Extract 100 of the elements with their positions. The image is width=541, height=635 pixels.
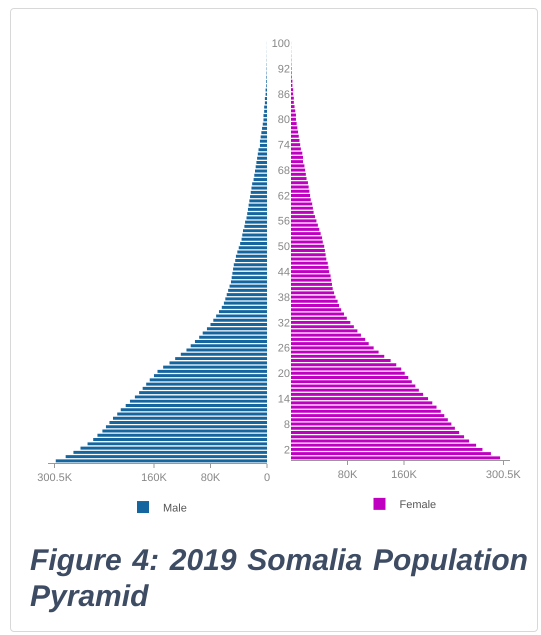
bar — [264, 106, 267, 109]
bar — [263, 114, 267, 118]
bar — [291, 278, 332, 282]
bar — [291, 118, 296, 121]
bar — [291, 143, 300, 146]
bar — [291, 320, 350, 324]
bar — [248, 208, 267, 211]
y-tick-label: 62 — [278, 190, 290, 202]
y-tick-label: 56 — [278, 216, 290, 228]
bar — [56, 459, 267, 462]
text: Figure 4: 2019 Somalia Population Pyramid — [30, 543, 528, 615]
bar — [120, 408, 267, 412]
bar — [291, 96, 294, 100]
bar — [291, 257, 326, 260]
bar — [242, 229, 267, 232]
y-tick-label: 100 — [272, 38, 290, 50]
bar — [291, 215, 316, 218]
bar — [213, 318, 267, 322]
bar — [291, 122, 297, 126]
bar — [264, 110, 267, 113]
bar — [291, 236, 322, 240]
bar — [291, 338, 366, 341]
bar — [225, 297, 267, 300]
bar — [291, 312, 344, 316]
x-tick-label: 300.5K — [37, 472, 73, 484]
bar — [291, 296, 336, 299]
x-tick-label: 80K — [200, 472, 221, 484]
bar — [232, 276, 267, 280]
y-tick-label: 38 — [278, 292, 290, 304]
bar — [260, 144, 267, 147]
bar — [130, 400, 267, 403]
bar — [194, 340, 267, 344]
bar — [258, 148, 267, 152]
bar — [222, 306, 267, 309]
bar — [291, 401, 432, 404]
bar — [291, 266, 328, 269]
bar — [262, 122, 267, 126]
bar — [291, 249, 325, 252]
bar — [291, 219, 316, 222]
bar — [291, 105, 295, 108]
bar — [291, 109, 296, 112]
bar — [150, 378, 267, 382]
bar — [291, 368, 402, 370]
bar — [142, 386, 267, 390]
bar — [252, 182, 267, 186]
bar — [291, 160, 304, 164]
bar — [250, 195, 267, 198]
x-tick-label: 0 — [264, 472, 270, 484]
y-tick-label: 32 — [278, 317, 290, 330]
bar — [232, 272, 267, 275]
bar — [236, 254, 267, 258]
bar — [106, 425, 267, 428]
bar — [244, 224, 267, 228]
bar — [291, 380, 412, 384]
bar — [291, 206, 313, 210]
bar — [117, 412, 267, 416]
bar — [139, 391, 267, 394]
bar — [291, 287, 333, 290]
bar — [158, 370, 267, 373]
bar — [291, 181, 308, 184]
bar — [291, 228, 320, 231]
bar — [291, 177, 307, 180]
y-tick-label: 26 — [278, 342, 290, 355]
bar — [291, 198, 311, 202]
bar — [258, 152, 267, 156]
bar — [291, 304, 340, 307]
bar — [260, 140, 267, 143]
bar — [291, 232, 321, 236]
bar — [246, 216, 267, 220]
bar — [291, 210, 314, 214]
bar — [291, 186, 309, 188]
bar — [218, 310, 267, 314]
bar — [291, 300, 338, 303]
bar — [247, 212, 267, 216]
bar — [262, 126, 267, 130]
bar — [291, 422, 452, 426]
bar — [291, 168, 306, 172]
bar — [291, 418, 448, 422]
bar — [291, 100, 294, 104]
legend-label: Male — [163, 502, 187, 514]
bar — [257, 156, 267, 160]
bar — [291, 156, 304, 159]
bar — [291, 262, 328, 265]
bar — [291, 270, 330, 274]
bar — [190, 344, 267, 348]
bar — [291, 224, 318, 227]
y-tick-label: 68 — [278, 164, 290, 177]
bar — [291, 291, 334, 294]
bar — [260, 135, 267, 138]
bar — [250, 190, 267, 194]
bar — [263, 118, 267, 122]
y-tick-label: 92 — [278, 63, 290, 76]
bar — [261, 131, 267, 134]
bar — [146, 382, 267, 386]
bar — [251, 186, 267, 190]
bar — [291, 172, 306, 176]
bar — [228, 288, 267, 292]
bar — [291, 282, 332, 286]
bar — [291, 334, 361, 337]
bar — [240, 242, 267, 245]
